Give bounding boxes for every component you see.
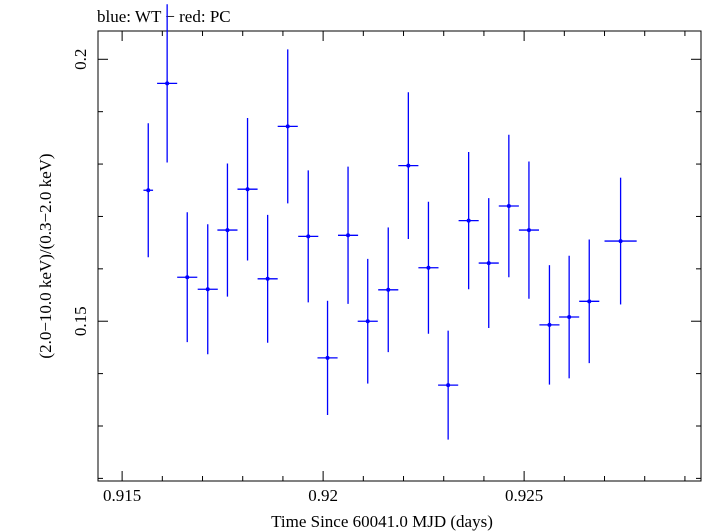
data-point (539, 265, 560, 385)
point-marker (205, 287, 210, 292)
point-marker (426, 265, 431, 270)
point-marker (185, 275, 190, 280)
data-point (157, 4, 178, 163)
data-point (298, 170, 319, 303)
point-marker (365, 319, 370, 324)
y-axis-label: (2.0−10.0 keV)/(0.3−2.0 keV) (36, 153, 55, 358)
point-marker (526, 228, 531, 233)
data-points (143, 4, 637, 440)
data-point (378, 227, 399, 353)
point-marker (346, 233, 351, 238)
data-point (418, 201, 439, 334)
point-marker (285, 124, 290, 129)
data-point (337, 166, 359, 304)
point-marker (306, 234, 311, 239)
data-point (559, 255, 580, 379)
point-marker (165, 81, 170, 86)
data-point (277, 49, 298, 204)
data-point (604, 177, 637, 305)
point-marker (325, 355, 330, 360)
data-point (398, 92, 419, 239)
data-point (357, 258, 378, 384)
data-point (197, 224, 218, 355)
point-marker (587, 299, 592, 304)
data-point (237, 117, 258, 261)
point-marker (618, 239, 623, 244)
point-marker (466, 218, 471, 223)
plot-frame (97, 30, 702, 482)
point-marker (486, 261, 491, 266)
x-tick-label: 0.915 (103, 486, 141, 505)
y-tick-label: 0.2 (71, 49, 90, 70)
axis-ticks: 0.915 0.92 0.925 0.15 0.2 (71, 31, 701, 505)
x-axis-label: Time Since 60041.0 MJD (days) (271, 512, 493, 531)
point-marker (406, 163, 411, 168)
data-point (143, 123, 154, 258)
data-point (579, 239, 600, 364)
point-marker (146, 188, 151, 193)
point-marker (225, 228, 230, 233)
x-tick-label: 0.925 (505, 486, 543, 505)
point-marker (506, 203, 511, 208)
point-marker (446, 383, 451, 388)
data-point (478, 198, 499, 329)
data-point (438, 330, 459, 440)
x-tick-label: 0.92 (308, 486, 338, 505)
point-marker (386, 287, 391, 292)
data-point (257, 214, 278, 343)
point-marker (567, 315, 572, 320)
data-point (518, 161, 539, 299)
data-point (217, 163, 238, 297)
point-marker (547, 322, 552, 327)
data-point (317, 300, 338, 415)
point-marker (245, 187, 250, 192)
point-marker (265, 276, 270, 281)
y-tick-label: 0.15 (71, 306, 90, 336)
data-point (498, 134, 519, 278)
chart-title: blue: WT − red: PC (97, 7, 231, 26)
data-point (458, 152, 479, 290)
data-point (177, 212, 198, 343)
